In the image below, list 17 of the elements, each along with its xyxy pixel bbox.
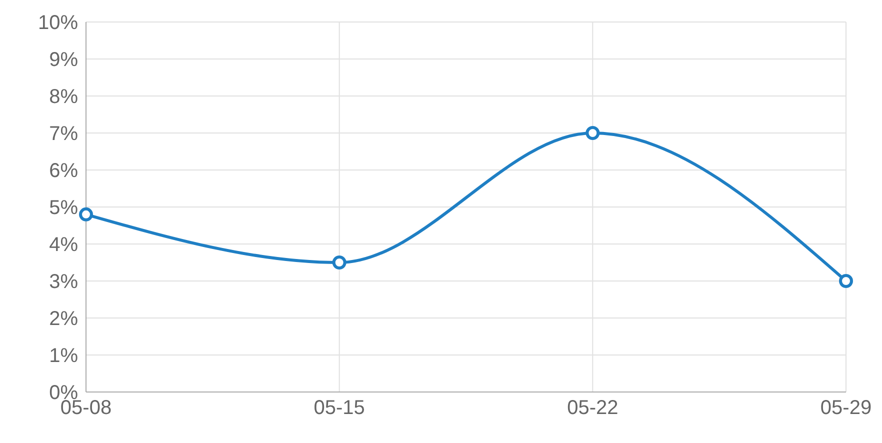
y-tick-label: 4%	[49, 234, 78, 256]
y-tick-label: 8%	[49, 86, 78, 108]
x-tick-label: 05-22	[567, 397, 618, 420]
x-tick-label: 05-15	[314, 397, 365, 420]
y-tick-label: 9%	[49, 49, 78, 72]
point	[586, 126, 600, 140]
y-tick-label: 1%	[49, 345, 78, 368]
point	[332, 256, 346, 270]
y-tick-label: 6%	[49, 160, 78, 182]
point	[839, 274, 853, 288]
y-tick-label: 7%	[49, 123, 78, 146]
y-tick-label: 2%	[49, 308, 78, 330]
y-tick-label: 5%	[49, 197, 78, 220]
y-tick-label: 3%	[49, 271, 78, 294]
x-tick-label: 05-29	[820, 397, 872, 420]
point	[79, 207, 93, 222]
y-tick-label: 10%	[38, 12, 78, 34]
